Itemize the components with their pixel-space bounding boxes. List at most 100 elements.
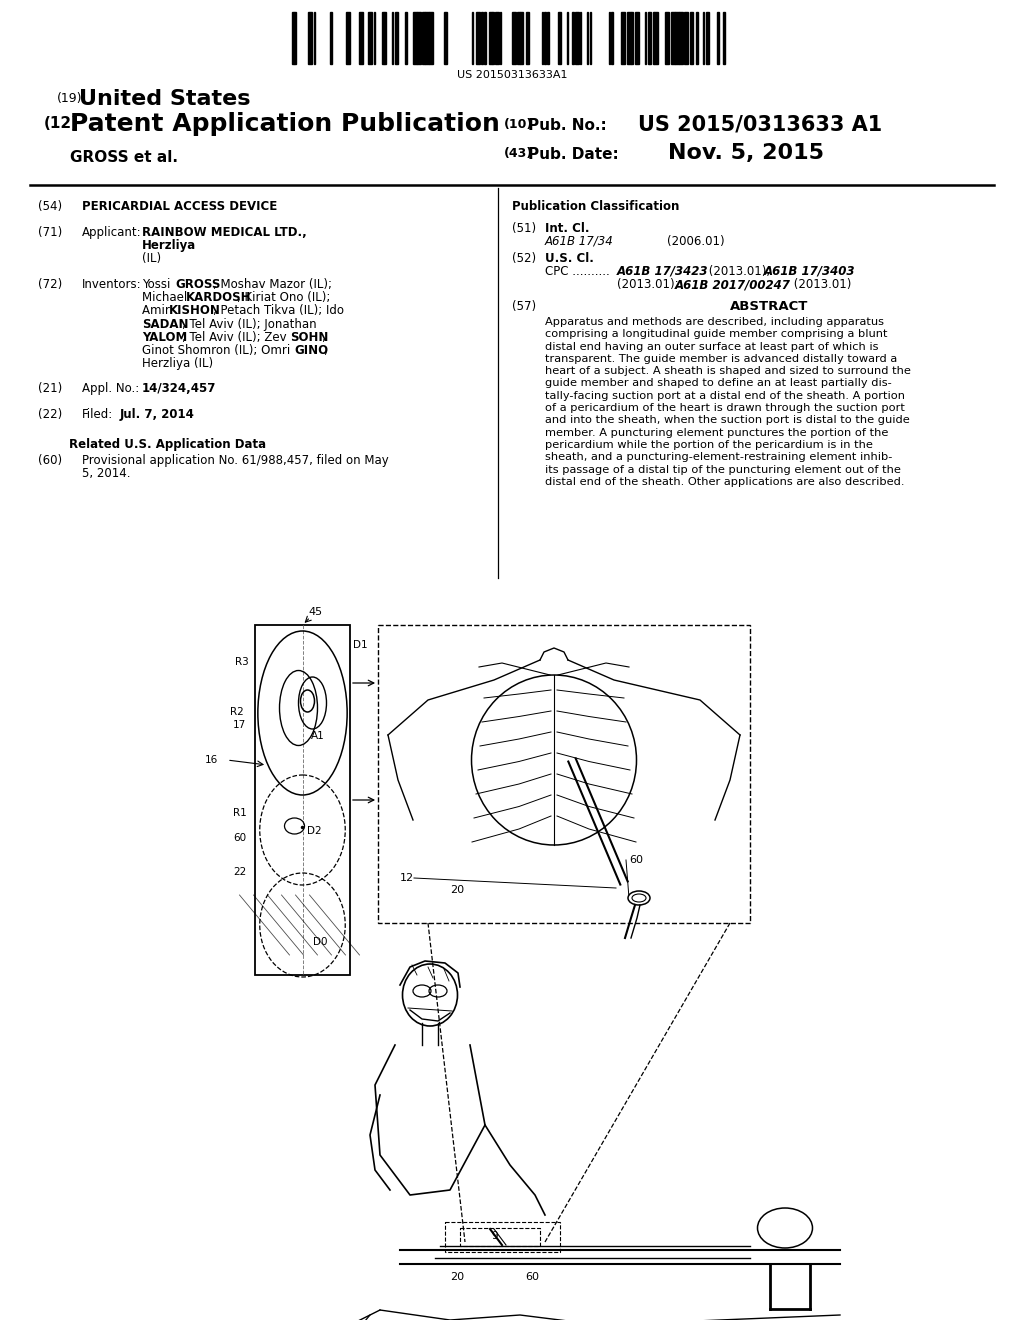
- Text: YALOM: YALOM: [142, 331, 187, 343]
- Bar: [558, 12, 561, 63]
- Text: SADAN: SADAN: [142, 318, 188, 330]
- Text: Publication Classification: Publication Classification: [512, 201, 679, 213]
- Text: transparent. The guide member is advanced distally toward a: transparent. The guide member is advance…: [545, 354, 897, 364]
- Bar: [627, 12, 631, 63]
- Text: 16: 16: [205, 755, 218, 766]
- Bar: [621, 12, 625, 63]
- Bar: [417, 12, 421, 63]
- Text: 60: 60: [525, 1272, 539, 1282]
- Text: US 2015/0313633 A1: US 2015/0313633 A1: [638, 115, 883, 135]
- Text: Herzliya (IL): Herzliya (IL): [142, 358, 213, 370]
- Bar: [384, 12, 386, 63]
- Bar: [460, 1228, 540, 1246]
- Text: 60: 60: [629, 855, 643, 865]
- Bar: [346, 12, 350, 63]
- Bar: [671, 12, 675, 63]
- Text: Filed:: Filed:: [82, 408, 114, 421]
- Text: R3: R3: [234, 657, 249, 667]
- Text: 9: 9: [492, 1232, 499, 1241]
- Text: Jul. 7, 2014: Jul. 7, 2014: [120, 408, 195, 421]
- Text: Appl. No.:: Appl. No.:: [82, 383, 139, 396]
- Bar: [382, 12, 384, 63]
- Bar: [429, 12, 433, 63]
- Text: RAINBOW MEDICAL LTD.,: RAINBOW MEDICAL LTD.,: [142, 226, 307, 239]
- Text: Applicant:: Applicant:: [82, 226, 141, 239]
- Bar: [696, 12, 698, 63]
- Bar: [422, 12, 425, 63]
- Text: (52): (52): [512, 252, 537, 265]
- Text: Pub. No.:: Pub. No.:: [528, 117, 607, 133]
- Bar: [368, 12, 372, 63]
- Bar: [649, 12, 651, 63]
- Text: (57): (57): [512, 300, 537, 313]
- Text: 60: 60: [233, 833, 246, 843]
- Ellipse shape: [628, 891, 650, 906]
- Text: KISHON: KISHON: [169, 305, 221, 317]
- Text: 20: 20: [450, 1272, 464, 1282]
- Text: Related U.S. Application Data: Related U.S. Application Data: [70, 438, 266, 451]
- Text: (12): (12): [44, 116, 79, 131]
- Text: distal end of the sheath. Other applications are also described.: distal end of the sheath. Other applicat…: [545, 477, 904, 487]
- Bar: [665, 12, 669, 63]
- Text: (2013.01);: (2013.01);: [617, 279, 682, 290]
- Bar: [359, 12, 362, 63]
- Text: tally-facing suction port at a distal end of the sheath. A portion: tally-facing suction port at a distal en…: [545, 391, 905, 401]
- Text: of a pericardium of the heart is drawn through the suction port: of a pericardium of the heart is drawn t…: [545, 403, 905, 413]
- Bar: [631, 12, 633, 63]
- Text: ,: ,: [323, 345, 327, 356]
- Bar: [547, 12, 549, 63]
- Text: GINO: GINO: [294, 345, 328, 356]
- Text: Amir: Amir: [142, 305, 174, 317]
- Bar: [512, 12, 516, 63]
- Text: , Tel Aviv (IL); Zev: , Tel Aviv (IL); Zev: [182, 331, 291, 343]
- Text: Pub. Date:: Pub. Date:: [528, 147, 618, 162]
- Text: member. A puncturing element punctures the portion of the: member. A puncturing element punctures t…: [545, 428, 889, 438]
- Text: 20: 20: [450, 884, 464, 895]
- Bar: [706, 12, 709, 63]
- Bar: [517, 12, 520, 63]
- Bar: [690, 12, 693, 63]
- Bar: [308, 12, 312, 63]
- Text: 45: 45: [308, 607, 323, 616]
- Text: , Tel Aviv (IL); Jonathan: , Tel Aviv (IL); Jonathan: [182, 318, 316, 330]
- Text: (71): (71): [38, 226, 62, 239]
- Text: A61B 17/3423: A61B 17/3423: [617, 265, 709, 279]
- Bar: [489, 12, 492, 63]
- Bar: [476, 12, 480, 63]
- Text: CPC ..........: CPC ..........: [545, 265, 609, 279]
- Bar: [526, 12, 529, 63]
- Text: A61B 17/34: A61B 17/34: [545, 235, 613, 248]
- Text: (72): (72): [38, 279, 62, 290]
- Text: comprising a longitudinal guide member comprising a blunt: comprising a longitudinal guide member c…: [545, 329, 888, 339]
- Text: and into the sheath, when the suction port is distal to the guide: and into the sheath, when the suction po…: [545, 416, 909, 425]
- Text: 17: 17: [233, 719, 246, 730]
- Ellipse shape: [632, 894, 646, 902]
- Text: (54): (54): [38, 201, 62, 213]
- Text: (22): (22): [38, 408, 62, 421]
- Text: Int. Cl.: Int. Cl.: [545, 222, 590, 235]
- Text: (19): (19): [57, 92, 83, 106]
- Text: heart of a subject. A sheath is shaped and sized to surround the: heart of a subject. A sheath is shaped a…: [545, 366, 911, 376]
- Text: SOHN: SOHN: [290, 331, 329, 343]
- Text: D0: D0: [312, 937, 327, 946]
- Text: 12: 12: [400, 873, 414, 883]
- Text: (51): (51): [512, 222, 537, 235]
- Bar: [679, 12, 683, 63]
- Text: A61B 17/3403: A61B 17/3403: [764, 265, 855, 279]
- Text: Yossi: Yossi: [142, 279, 174, 290]
- Text: (2006.01): (2006.01): [667, 235, 725, 248]
- Text: , Petach Tikva (IL); Ido: , Petach Tikva (IL); Ido: [213, 305, 344, 317]
- Text: D1: D1: [353, 640, 368, 649]
- Text: (10): (10): [504, 117, 534, 131]
- Text: (2013.01): (2013.01): [790, 279, 851, 290]
- Text: Michael: Michael: [142, 292, 191, 304]
- Bar: [294, 12, 296, 63]
- Text: D2: D2: [307, 826, 323, 836]
- Text: Inventors:: Inventors:: [82, 279, 141, 290]
- Text: its passage of a distal tip of the puncturing element out of the: its passage of a distal tip of the punct…: [545, 465, 901, 475]
- Text: (60): (60): [38, 454, 62, 467]
- Text: pericardium while the portion of the pericardium is in the: pericardium while the portion of the per…: [545, 440, 872, 450]
- Text: 5, 2014.: 5, 2014.: [82, 467, 130, 480]
- Bar: [406, 12, 407, 63]
- Text: Provisional application No. 61/988,457, filed on May: Provisional application No. 61/988,457, …: [82, 454, 389, 467]
